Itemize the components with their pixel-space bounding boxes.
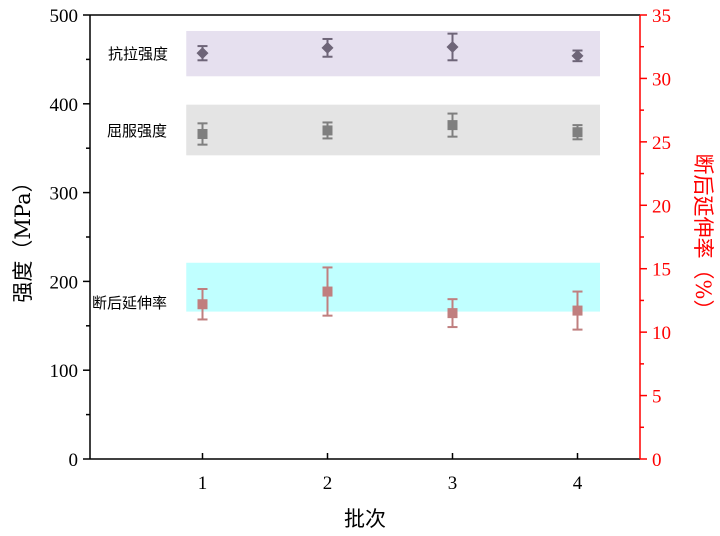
- data-point-square: [447, 120, 458, 131]
- y-tick-label: 0: [69, 450, 79, 471]
- x-tick-label: 4: [573, 473, 583, 494]
- data-point-square: [572, 305, 583, 316]
- y2-tick-label: 15: [652, 260, 671, 281]
- y2-tick-label: 0: [652, 450, 662, 471]
- data-point-diamond: [196, 47, 209, 60]
- y-tick-label: 300: [50, 184, 79, 205]
- data-point-diamond: [446, 40, 459, 53]
- y-tick-label: 400: [50, 95, 79, 116]
- band-1: [186, 104, 600, 156]
- y2-tick-label: 35: [652, 6, 671, 27]
- data-point-diamond: [321, 41, 334, 54]
- x-tick-label: 1: [198, 473, 208, 494]
- y-tick-label: 500: [50, 6, 79, 27]
- x-axis-label: 批次: [344, 507, 386, 531]
- x-tick-label: 2: [323, 473, 333, 494]
- y2-tick-label: 10: [652, 323, 671, 344]
- data-point-square: [322, 125, 333, 136]
- data-point-diamond: [571, 49, 584, 62]
- data-point-square: [197, 299, 208, 310]
- y2-tick-label: 30: [652, 69, 671, 90]
- x-tick-label: 3: [448, 473, 458, 494]
- band-label-elongation: 断后延伸率: [92, 294, 167, 312]
- y-tick-label: 100: [50, 361, 79, 382]
- band-label-yield: 屈服强度: [107, 122, 167, 140]
- band-label-tensile: 抗拉强度: [108, 45, 168, 63]
- y-axis-label: 强度（MPa）: [11, 171, 35, 302]
- band-2: [186, 262, 600, 312]
- y2-tick-label: 5: [652, 387, 662, 408]
- y2-axis-label: 断后延伸率（%）: [691, 154, 715, 321]
- data-point-square: [572, 127, 583, 138]
- data-point-square: [197, 128, 208, 139]
- band-0: [186, 30, 600, 77]
- y2-tick-label: 20: [652, 196, 671, 217]
- y2-tick-label: 25: [652, 133, 671, 154]
- data-point-square: [322, 286, 333, 297]
- data-point-square: [447, 308, 458, 319]
- y-tick-label: 200: [50, 272, 79, 293]
